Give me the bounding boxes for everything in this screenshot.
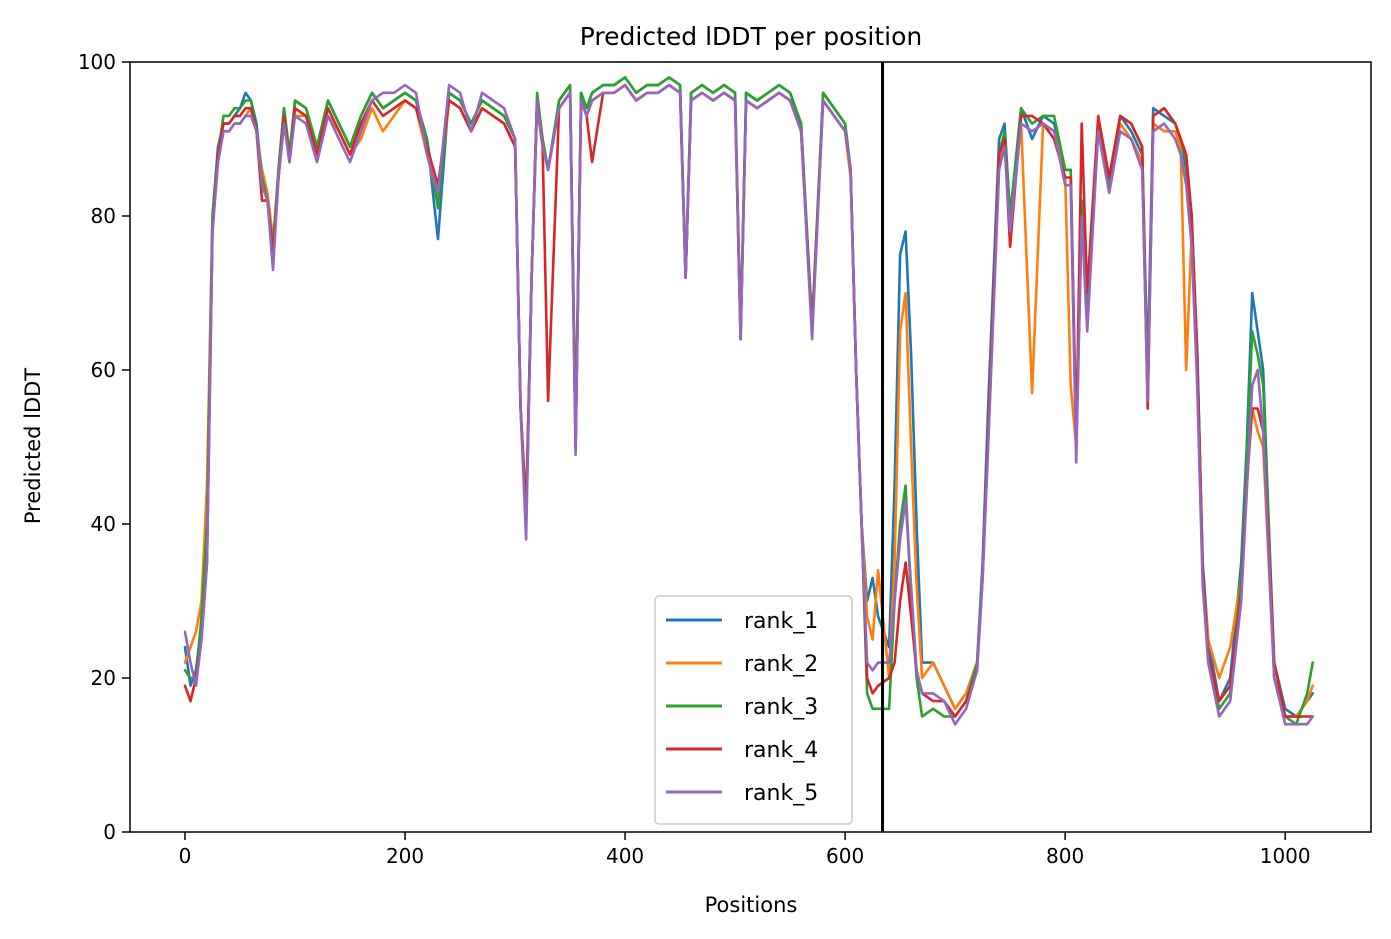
legend-label: rank_2 — [744, 652, 818, 677]
x-tick-label: 400 — [606, 844, 644, 868]
y-tick-label: 60 — [91, 358, 116, 382]
legend-box — [654, 595, 853, 825]
x-tick-label: 0 — [179, 844, 192, 868]
y-tick-label: 20 — [91, 666, 116, 690]
legend-label: rank_5 — [744, 781, 818, 806]
legend-label: rank_1 — [744, 609, 818, 634]
y-axis-ticks: 0 20 40 60 80 100 — [78, 50, 130, 844]
x-tick-label: 200 — [386, 844, 424, 868]
series-lines — [183, 76, 1314, 726]
x-axis-ticks: 0 200 400 600 800 1000 — [179, 832, 1311, 868]
y-tick-label: 100 — [78, 50, 116, 74]
legend-label: rank_4 — [744, 738, 818, 763]
chart-title: Predicted lDDT per position — [580, 22, 922, 51]
y-tick-label: 0 — [103, 820, 116, 844]
x-axis-label: Positions — [705, 893, 798, 917]
legend: rank_1 rank_2 rank_3 rank_4 rank_5 — [654, 595, 853, 825]
x-tick-label: 800 — [1046, 844, 1084, 868]
y-tick-label: 80 — [91, 204, 116, 228]
series-line-rank-5 — [183, 83, 1314, 726]
y-tick-label: 40 — [91, 512, 116, 536]
plot-frame — [129, 61, 1372, 833]
x-tick-label: 1000 — [1260, 844, 1311, 868]
x-tick-label: 600 — [826, 844, 864, 868]
y-axis-label: Predicted lDDT — [21, 368, 45, 524]
legend-label: rank_3 — [744, 695, 818, 720]
